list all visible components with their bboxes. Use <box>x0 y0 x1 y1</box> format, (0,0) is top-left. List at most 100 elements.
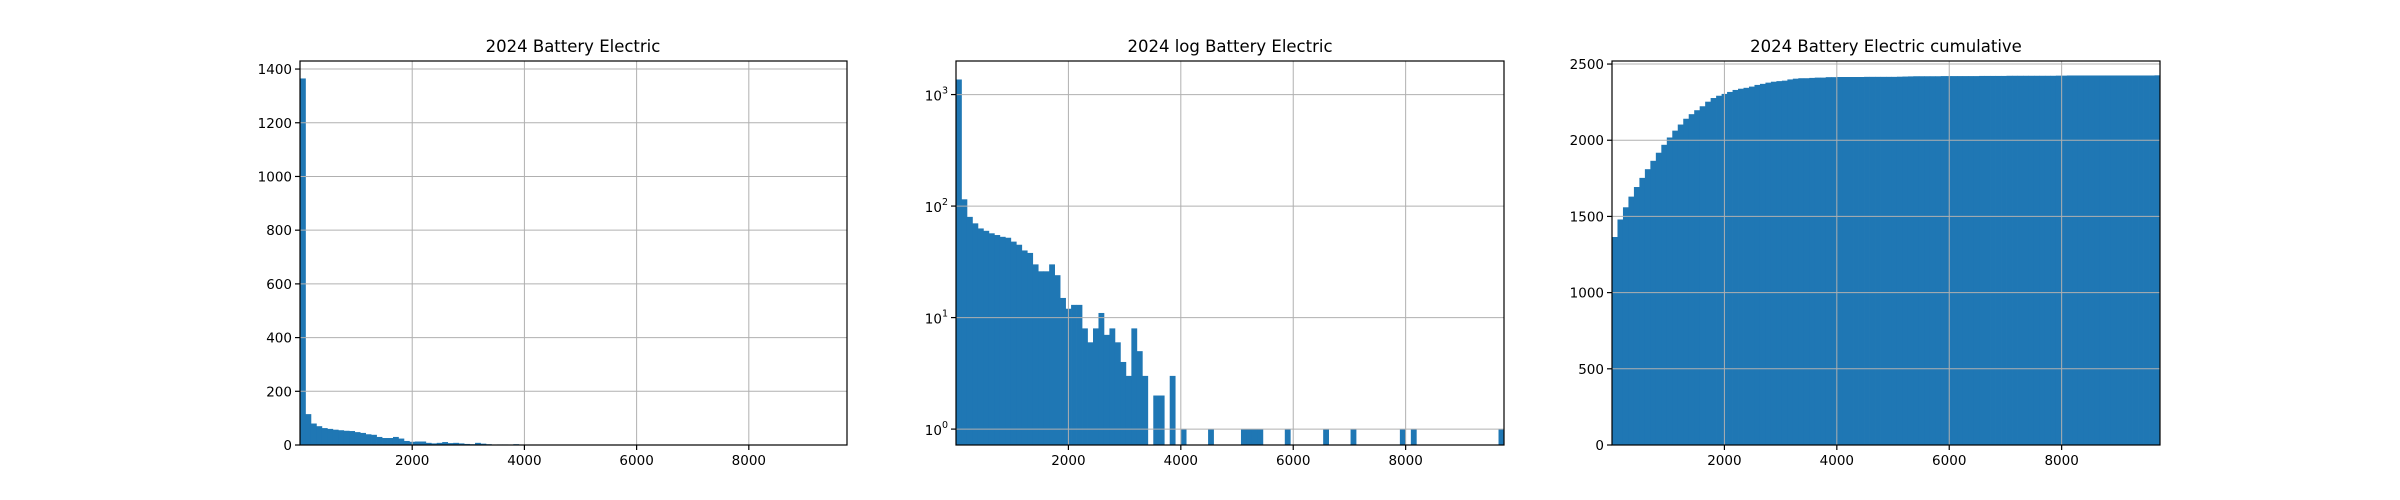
histogram-bar <box>956 79 962 445</box>
histogram-bar <box>1842 77 1848 445</box>
histogram-bar <box>1836 77 1843 445</box>
histogram-bar <box>360 432 366 445</box>
histogram-bar <box>1847 77 1854 445</box>
histogram-bar <box>2094 75 2101 445</box>
y-tick-label: 1000 <box>1570 286 1604 302</box>
plot-area: 2000 4000 6000 8000 0 200 400 600 800 1000 1200 140… <box>258 60 848 469</box>
histogram-bar <box>2138 75 2144 445</box>
y-tick-label: 100 <box>925 420 948 439</box>
x-tick-label: 2000 <box>1707 453 1741 469</box>
x-tick-label: 8000 <box>1388 453 1422 469</box>
histogram-bar <box>1323 429 1329 445</box>
histogram-bar <box>403 440 410 445</box>
histogram-bar <box>382 438 388 445</box>
histogram-bar <box>1639 177 1646 445</box>
histogram-bar <box>2154 75 2161 445</box>
histogram-bar <box>1120 361 1127 445</box>
histogram-bar <box>1131 328 1138 445</box>
histogram-bar <box>1125 375 1132 445</box>
histogram-bar <box>2017 75 2024 445</box>
histogram-bar <box>2105 75 2112 445</box>
histogram-bar <box>327 428 334 445</box>
histogram-bar <box>2061 75 2068 445</box>
histogram-bar <box>1770 81 1777 445</box>
histogram-bar <box>977 228 984 445</box>
histogram-bar <box>2127 75 2133 445</box>
y-tick-label: 102 <box>925 197 948 216</box>
histogram-bar <box>1038 271 1045 445</box>
histogram-bar <box>414 441 421 445</box>
histogram-bar <box>1054 275 1061 445</box>
y-tick-label: 200 <box>266 384 292 400</box>
histogram-bar <box>387 438 394 445</box>
histogram-bar <box>1973 76 1980 445</box>
histogram-bar <box>1180 429 1187 445</box>
histogram-bar <box>2066 75 2073 445</box>
histogram-bar <box>1672 130 1679 445</box>
histogram-bar <box>480 443 487 445</box>
x-tick-label: 8000 <box>2044 453 2078 469</box>
histogram-bar <box>966 216 973 445</box>
histogram-bar <box>994 235 1001 445</box>
histogram-bar <box>1350 429 1357 445</box>
histogram-bar <box>1136 351 1143 445</box>
histogram-bar <box>1951 76 1958 445</box>
histogram-bar <box>1666 137 1673 445</box>
histogram-bar <box>1114 342 1121 445</box>
histogram-bar <box>431 443 438 445</box>
chart-title: 2024 Battery Electric cumulative <box>1750 37 2022 56</box>
histogram-bar <box>1240 429 1247 445</box>
histogram-bar <box>1990 75 1996 446</box>
histogram-bar <box>447 443 454 445</box>
histogram-bar <box>1749 86 1755 445</box>
x-tick-label: 2000 <box>395 453 429 469</box>
x-tick-label: 6000 <box>619 453 653 469</box>
histogram-bar <box>1633 187 1640 445</box>
histogram-bar <box>1787 79 1794 445</box>
histogram-bar <box>1699 106 1706 445</box>
histogram-bar <box>338 430 345 445</box>
histogram-bar <box>1710 98 1717 445</box>
histogram-bar <box>343 430 350 445</box>
histogram-bar <box>1759 83 1766 446</box>
histogram-bar <box>1738 88 1744 445</box>
histogram-bar <box>1169 375 1176 445</box>
histogram-bar <box>1765 82 1772 445</box>
histogram-bar <box>1820 77 1827 446</box>
histogram-bar <box>1251 429 1258 445</box>
histogram-bar <box>1677 124 1684 445</box>
x-tick-label: 8000 <box>732 453 766 469</box>
histogram-bar <box>2110 75 2117 445</box>
histogram-bar <box>983 230 990 445</box>
histogram-bar <box>1831 77 1838 446</box>
histogram-bar <box>2001 75 2007 446</box>
histogram-bar <box>1727 91 1733 446</box>
histogram-bar <box>2033 75 2040 445</box>
histogram-bar <box>2149 75 2155 445</box>
histogram-bar <box>1661 144 1668 445</box>
histogram-bar <box>2077 75 2084 445</box>
y-tick-label: 2500 <box>1570 57 1604 73</box>
histogram-bar <box>1913 76 1920 446</box>
panel-histogram: 2024 Battery Electric 2000 4000 6000 800002… <box>258 37 848 469</box>
y-tick-label: 0 <box>283 438 292 454</box>
histogram-bar <box>1399 429 1406 445</box>
histogram-bar <box>1935 76 1942 446</box>
histogram-bar <box>1732 89 1739 445</box>
y-tick-label: 0 <box>1595 438 1604 454</box>
histogram-bar <box>2088 75 2095 445</box>
plot-area: 2000 4000 6000 8000 0 500 1000 1500 2000 2500 <box>1570 57 2161 469</box>
histogram-bar <box>1027 252 1034 445</box>
histogram-bar <box>1246 429 1253 445</box>
histogram-bar <box>2083 75 2090 445</box>
histogram-bar <box>2121 75 2128 445</box>
y-tick-label: 2000 <box>1570 133 1604 149</box>
histogram-bar <box>1688 114 1695 446</box>
histogram-bar <box>2006 75 2013 445</box>
histogram-bar <box>1005 237 1012 445</box>
histogram-bar <box>349 431 356 445</box>
histogram-bar <box>1886 76 1892 445</box>
histogram-bar <box>436 442 443 445</box>
histogram-bar <box>1071 304 1077 445</box>
histogram-bar <box>1032 264 1039 445</box>
